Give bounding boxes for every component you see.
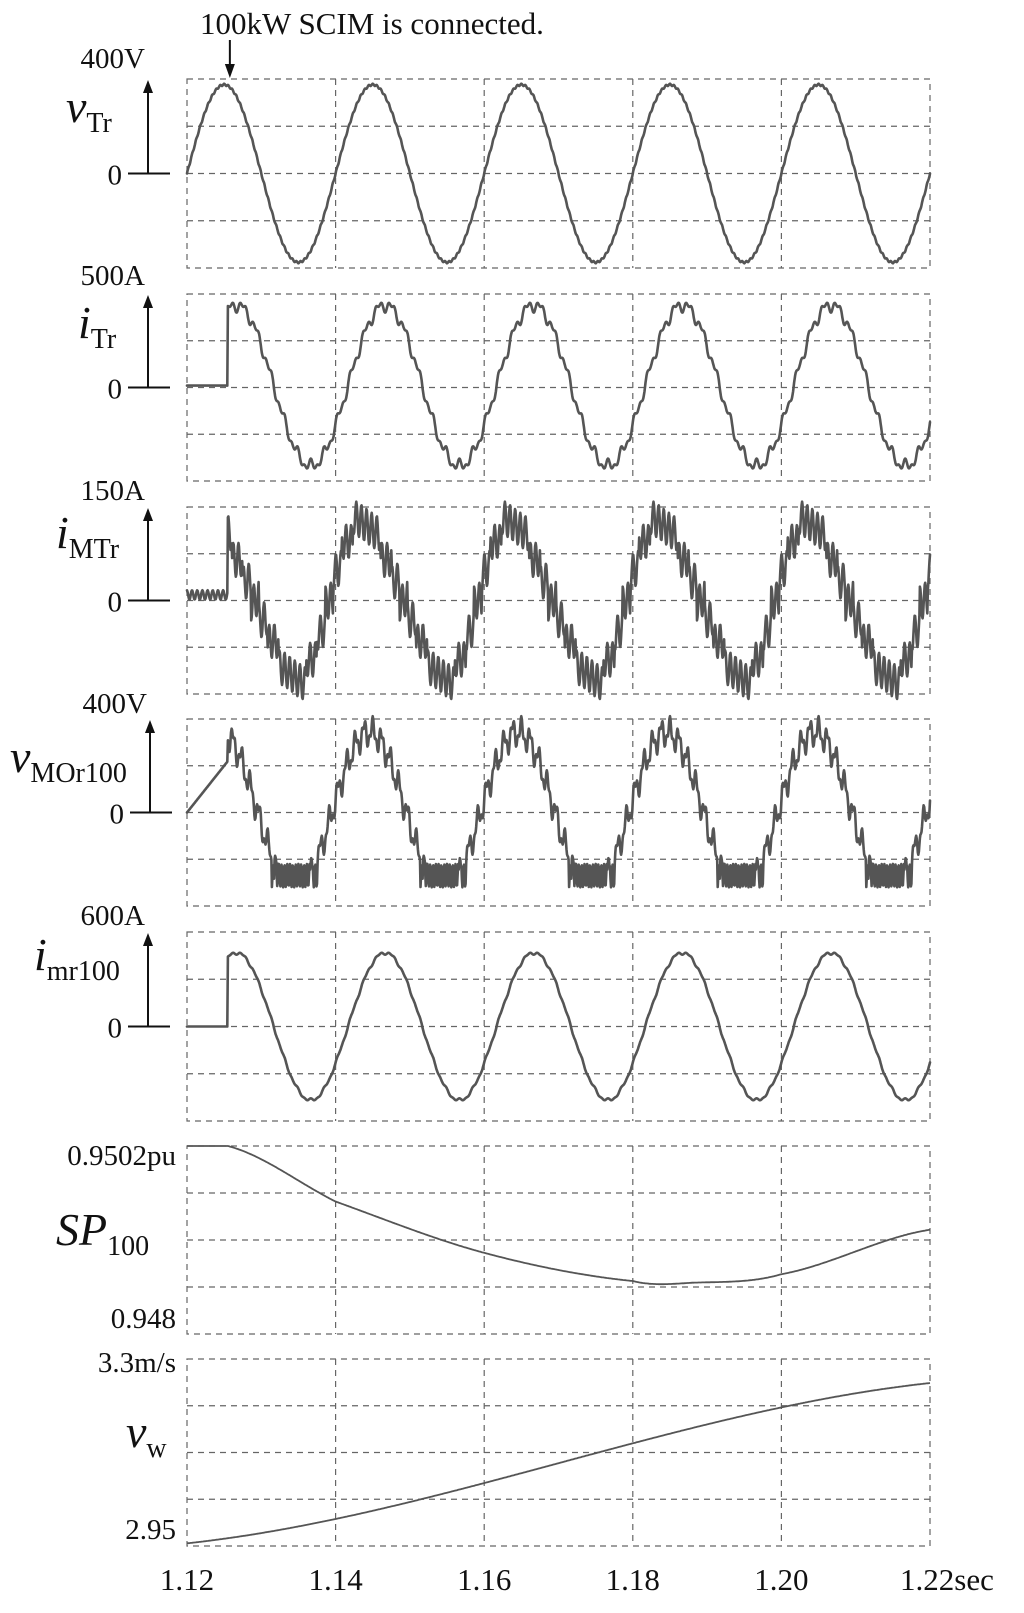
annotation-text: 100kW SCIM is connected. bbox=[200, 6, 544, 41]
trace-vMOr100 bbox=[185, 714, 932, 889]
x-tick-label: 1.12 bbox=[160, 1562, 214, 1597]
zero-label: 0 bbox=[108, 160, 123, 192]
scale-arrow-icon bbox=[145, 720, 155, 733]
scale-label: 3.3m/s bbox=[98, 1347, 176, 1379]
zero-label: 0 bbox=[110, 799, 125, 831]
variable-name-iTr: iTr bbox=[78, 297, 117, 355]
x-tick-label: 1.22sec bbox=[900, 1562, 994, 1597]
zero-label: 0 bbox=[108, 587, 123, 619]
scale-label: 400V bbox=[81, 43, 146, 75]
trace-SP100 bbox=[187, 1145, 931, 1286]
annotation-arrow bbox=[224, 40, 235, 78]
variable-name-vMOr100: vMOr100 bbox=[10, 731, 127, 789]
trace-iMTr bbox=[185, 500, 932, 701]
scale-label: 150A bbox=[81, 475, 146, 507]
variable-name-vw: vw bbox=[126, 1406, 167, 1464]
variable-name-SP100: SP100 bbox=[56, 1204, 149, 1262]
panels: 400V 0 vTr 500A 0 iTr 150A 0 iMTr 400V 0 vMOr100 600… bbox=[10, 43, 932, 1547]
panel-vTr: 400V 0 vTr bbox=[66, 43, 932, 269]
panel-iMTr: 150A 0 iMTr bbox=[56, 475, 932, 701]
trace-imr100 bbox=[185, 951, 932, 1102]
panel-vw: 3.3m/s 2.95 vw bbox=[98, 1347, 931, 1547]
x-tick-label: 1.20 bbox=[754, 1562, 808, 1597]
x-tick-label: 1.16 bbox=[457, 1562, 511, 1597]
variable-name-iMTr: iMTr bbox=[56, 507, 120, 565]
scale-label: 600A bbox=[81, 900, 146, 932]
scale-arrow-icon bbox=[143, 933, 153, 946]
variable-name-imr100: imr100 bbox=[34, 929, 120, 987]
min-label: 2.95 bbox=[125, 1514, 176, 1546]
zero-label: 0 bbox=[108, 374, 123, 406]
panel-SP100: 0.9502pu 0.948 SP100 bbox=[56, 1140, 931, 1335]
trace-vw bbox=[186, 1382, 931, 1545]
panel-vMOr100: 400V 0 vMOr100 bbox=[10, 688, 932, 907]
x-axis: 1.12 1.14 1.16 1.18 1.20 1.22sec bbox=[160, 1562, 994, 1597]
scale-label: 500A bbox=[81, 260, 146, 292]
scale-arrow-icon bbox=[143, 80, 153, 93]
min-label: 0.948 bbox=[111, 1303, 176, 1335]
variable-name-vTr: vTr bbox=[66, 81, 113, 139]
trace-iTr bbox=[185, 301, 932, 470]
scale-label: 400V bbox=[83, 688, 148, 720]
panel-imr100: 600A 0 imr100 bbox=[34, 900, 932, 1122]
scale-label: 0.9502pu bbox=[67, 1140, 176, 1172]
trace-vTr bbox=[185, 82, 932, 265]
x-tick-label: 1.18 bbox=[606, 1562, 660, 1597]
scale-arrow-icon bbox=[143, 508, 153, 521]
x-tick-label: 1.14 bbox=[308, 1562, 363, 1597]
scale-arrow-icon bbox=[143, 295, 153, 308]
panel-iTr: 500A 0 iTr bbox=[78, 260, 932, 482]
zero-label: 0 bbox=[108, 1013, 123, 1045]
